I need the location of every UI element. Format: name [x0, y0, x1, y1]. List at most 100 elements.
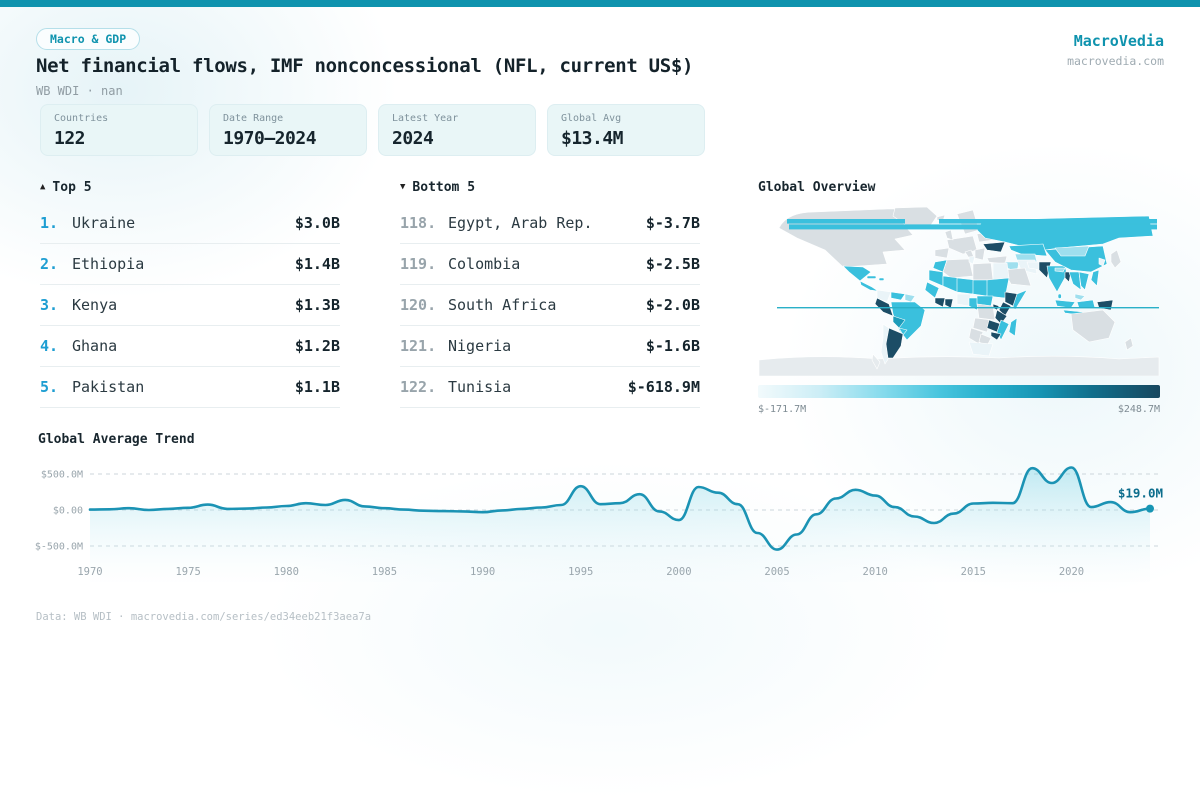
country-value: $1.2B	[294, 337, 340, 355]
top5-header: ▲ Top 5	[40, 180, 340, 195]
rank: 118.	[400, 214, 437, 232]
list-item: 1. Ukraine $3.0B	[40, 203, 340, 244]
stat-card-global-avg: Global Avg $13.4M	[547, 104, 705, 156]
country-value: $-1.6B	[645, 337, 700, 355]
category-badge: Macro & GDP	[36, 28, 141, 50]
footer-source: Data: WB WDI · macrovedia.com/series/ed3…	[36, 611, 372, 623]
country-value: $1.1B	[294, 378, 340, 396]
map-legend-labels: $-171.7M $248.7M	[758, 404, 1160, 415]
country-value: $-3.7B	[645, 214, 700, 232]
stat-card-countries: Countries 122	[40, 104, 198, 156]
country-name: Ethiopia	[72, 255, 145, 273]
country-value: $-618.9M	[627, 378, 700, 396]
chart-line	[88, 466, 1152, 551]
rank: 120.	[400, 296, 437, 314]
country-value: $3.0B	[294, 214, 340, 232]
top5-list: ▲ Top 5 1. Ukraine $3.0B 2. Ethiopia $1.4…	[40, 180, 340, 415]
country-name: South Africa	[448, 296, 557, 314]
brand-block: MacroVedia macrovedia.com	[1067, 32, 1164, 68]
svg-text:1995: 1995	[568, 566, 593, 578]
chart-area-fill	[90, 467, 1150, 582]
legend-max: $248.7M	[1117, 404, 1160, 415]
bottom5-title: Bottom 5	[412, 180, 476, 195]
map-title: Global Overview	[758, 180, 876, 195]
chart-x-axis-labels: 1970 1975 1980 1985 1990 1995 2000 2005 2010 2015…	[77, 566, 1084, 578]
stat-card-date-range: Date Range 1970–2024	[209, 104, 367, 156]
bottom5-list: ▼ Bottom 5 118. Egypt, Arab Rep. $-3.7B 1…	[400, 180, 700, 415]
svg-text:1975: 1975	[175, 566, 200, 578]
svg-text:1990: 1990	[470, 566, 495, 578]
svg-text:2010: 2010	[863, 566, 888, 578]
brand-name: MacroVedia	[1073, 32, 1164, 50]
map-latitude-bands	[777, 219, 1159, 309]
rank: 3.	[40, 296, 59, 314]
list-item: 4. Ghana $1.2B	[40, 326, 340, 367]
list-item: 3. Kenya $1.3B	[40, 285, 340, 326]
chart-y-axis-labels: $500.0M $0.00 $-500.0M	[35, 470, 83, 553]
svg-text:1970: 1970	[77, 566, 102, 578]
top-accent-bar	[0, 0, 1200, 7]
stat-card-latest-year: Latest Year 2024	[378, 104, 536, 156]
top5-title: Top 5	[52, 180, 92, 195]
country-name: Nigeria	[448, 337, 512, 355]
list-item: 121. Nigeria $-1.6B	[400, 326, 700, 367]
country-value: $-2.5B	[645, 255, 700, 273]
country-name: Pakistan	[72, 378, 145, 396]
rank: 122.	[400, 378, 437, 396]
trend-chart-title: Global Average Trend	[38, 432, 195, 447]
page-title: Net financial flows, IMF nonconcessional…	[36, 55, 694, 77]
stats-row: Countries 122 Date Range 1970–2024 Lates…	[40, 104, 705, 156]
svg-text:1985: 1985	[372, 566, 397, 578]
stat-value: 1970–2024	[223, 128, 317, 149]
main-content-row: ▲ Top 5 1. Ukraine $3.0B 2. Ethiopia $1.4…	[40, 180, 1160, 415]
chart-end-label: $19.0M	[1118, 486, 1163, 501]
global-overview-section: Global Overview	[758, 180, 1160, 415]
page-subtitle: WB WDI · nan	[36, 84, 123, 98]
stat-label: Countries	[54, 113, 109, 124]
rank: 2.	[40, 255, 59, 273]
svg-text:$-500.0M: $-500.0M	[35, 542, 83, 553]
country-name: Ghana	[72, 337, 118, 355]
svg-text:1980: 1980	[274, 566, 299, 578]
svg-text:2015: 2015	[961, 566, 986, 578]
up-triangle-icon: ▲	[40, 182, 46, 192]
country-name: Ukraine	[72, 214, 136, 232]
stat-label: Global Avg	[561, 113, 622, 124]
world-map	[758, 206, 1160, 376]
svg-text:$0.00: $0.00	[53, 506, 83, 517]
down-triangle-icon: ▼	[400, 182, 406, 192]
country-name: Kenya	[72, 296, 118, 314]
rank: 121.	[400, 337, 437, 355]
country-name: Egypt, Arab Rep.	[448, 214, 593, 232]
rank: 1.	[40, 214, 59, 232]
svg-text:$500.0M: $500.0M	[41, 470, 83, 481]
country-value: $-2.0B	[645, 296, 700, 314]
stat-value: 2024	[392, 128, 434, 149]
chart-end-point	[1146, 504, 1154, 513]
svg-text:2000: 2000	[666, 566, 691, 578]
stat-value: 122	[54, 128, 86, 149]
rank: 4.	[40, 337, 59, 355]
svg-text:2020: 2020	[1059, 566, 1084, 578]
legend-min: $-171.7M	[758, 404, 807, 415]
stat-value: $13.4M	[561, 128, 624, 149]
country-value: $1.3B	[294, 296, 340, 314]
list-item: 118. Egypt, Arab Rep. $-3.7B	[400, 203, 700, 244]
brand-domain: macrovedia.com	[1067, 54, 1164, 68]
list-item: 119. Colombia $-2.5B	[400, 244, 700, 285]
stat-label: Latest Year	[392, 113, 459, 124]
list-item: 2. Ethiopia $1.4B	[40, 244, 340, 285]
list-item: 122. Tunisia $-618.9M	[400, 367, 700, 408]
rank: 119.	[400, 255, 437, 273]
svg-text:2005: 2005	[764, 566, 789, 578]
list-item: 120. South Africa $-2.0B	[400, 285, 700, 326]
list-item: 5. Pakistan $1.1B	[40, 367, 340, 408]
map-color-scale	[758, 385, 1160, 398]
country-name: Colombia	[448, 255, 521, 273]
country-value: $1.4B	[294, 255, 340, 273]
stat-label: Date Range	[223, 113, 284, 124]
trend-line-chart: $500.0M $0.00 $-500.0M $19.0M 1970 1975 1980…	[35, 466, 1163, 582]
rank: 5.	[40, 378, 59, 396]
country-name: Tunisia	[448, 378, 512, 396]
bottom5-header: ▼ Bottom 5	[400, 180, 700, 195]
